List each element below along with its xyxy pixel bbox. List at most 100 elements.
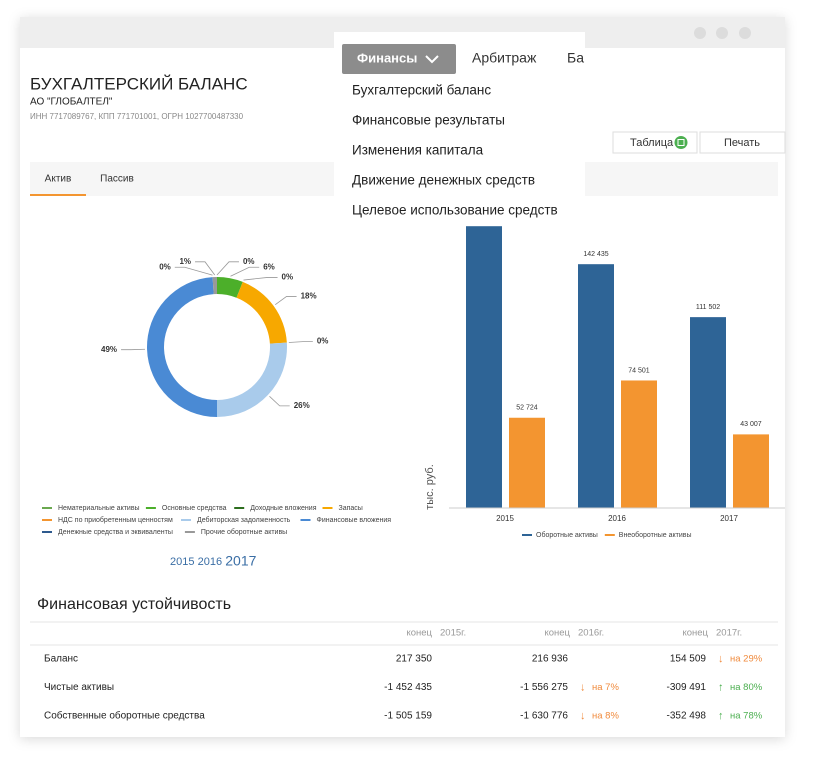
cell-value: -1 505 159 bbox=[384, 711, 432, 722]
row-label: Собственные оборотные средства bbox=[44, 710, 205, 722]
slice-label: 6% bbox=[263, 262, 275, 271]
donut-slice bbox=[217, 342, 287, 417]
slice-label: 0% bbox=[159, 262, 171, 271]
window-dot[interactable] bbox=[739, 27, 751, 39]
trend-arrow: ↑ bbox=[718, 710, 724, 722]
column-word: конец bbox=[406, 628, 432, 639]
value-label: 43 007 bbox=[740, 421, 762, 428]
window-dot[interactable] bbox=[716, 27, 728, 39]
trend-change: на 29% bbox=[730, 654, 763, 665]
trend-arrow: ↑ bbox=[718, 681, 724, 693]
legend-label: Дебиторская задолженность bbox=[197, 516, 291, 524]
button-label: Таблица bbox=[630, 137, 674, 149]
tab[interactable]: Пассив bbox=[100, 174, 134, 185]
legend-label: Запасы bbox=[339, 505, 363, 512]
company: АО "ГЛОБАЛТЕЛ" bbox=[30, 97, 113, 108]
cell-value: 216 936 bbox=[532, 654, 569, 665]
trend-change: на 8% bbox=[592, 711, 619, 722]
cell-value: -1 630 776 bbox=[520, 711, 568, 722]
slice-label: 49% bbox=[101, 345, 117, 354]
cell-value: 217 350 bbox=[396, 654, 433, 665]
trend-change: на 7% bbox=[592, 682, 619, 693]
tab-underline bbox=[30, 194, 86, 196]
bar bbox=[466, 226, 502, 508]
column-year: 2017г. bbox=[716, 628, 742, 639]
slice-label: 26% bbox=[294, 401, 310, 410]
label-leader bbox=[243, 277, 278, 281]
cell-value: 154 509 bbox=[670, 654, 707, 665]
bar bbox=[509, 417, 545, 508]
x-tick-label: 2017 bbox=[720, 514, 738, 523]
column-year: 2016г. bbox=[578, 628, 604, 639]
legend-label: Нематериальные активы bbox=[58, 505, 140, 512]
slice-label: 0% bbox=[282, 273, 294, 282]
cell-value: -352 498 bbox=[667, 711, 707, 722]
table-title: Финансовая устойчивость bbox=[37, 596, 231, 613]
trend-change: на 78% bbox=[730, 711, 763, 722]
value-label: 74 501 bbox=[628, 367, 650, 374]
cell-value: -309 491 bbox=[667, 682, 707, 693]
legend-label: Денежные средства и эквиваленты bbox=[58, 529, 173, 536]
legend-label: Основные средства bbox=[162, 505, 227, 512]
table-button[interactable] bbox=[612, 131, 698, 154]
slice-label: 1% bbox=[179, 257, 191, 266]
legend-label: Оборотные активы bbox=[536, 531, 598, 539]
page-title: БУХГАЛТЕРСКИЙ БАЛАНС bbox=[30, 74, 248, 93]
donut-slice bbox=[217, 277, 243, 298]
legend-label: НДС по приобретенным ценностям bbox=[58, 516, 173, 524]
menu-item[interactable]: Изменения капитала bbox=[352, 143, 484, 158]
year-link[interactable]: 2016 bbox=[198, 556, 222, 568]
menu-item[interactable]: Движение денежных средств bbox=[352, 173, 535, 188]
trend-arrow: ↓ bbox=[580, 710, 586, 722]
company-ids: ИНН 7717089767, КПП 771701001, ОГРН 1027… bbox=[30, 112, 244, 121]
nav-item[interactable]: Ба bbox=[567, 50, 584, 66]
column-word: конец bbox=[682, 628, 708, 639]
print-button[interactable] bbox=[699, 131, 786, 154]
slice-label: 0% bbox=[317, 337, 329, 346]
x-tick-label: 2016 bbox=[608, 514, 626, 523]
trend-arrow: ↓ bbox=[580, 681, 586, 693]
label-leader bbox=[195, 261, 216, 276]
nav-active[interactable] bbox=[342, 44, 456, 74]
donut-slice bbox=[212, 277, 217, 295]
legend-label: Доходные вложения bbox=[250, 505, 317, 512]
row-label: Баланс bbox=[44, 654, 78, 665]
label-leader bbox=[275, 296, 297, 306]
nav-item: Финансы bbox=[357, 50, 417, 65]
label-leader bbox=[288, 341, 313, 343]
nav-item[interactable]: Арбитраж bbox=[472, 50, 537, 66]
value-label: 111 502 bbox=[696, 304, 720, 311]
legend-label: Финансовые вложения bbox=[317, 517, 392, 524]
button-label: Печать bbox=[724, 137, 760, 149]
bar bbox=[621, 380, 657, 508]
cell-value: -1 556 275 bbox=[520, 682, 568, 693]
bar bbox=[578, 264, 614, 508]
bar bbox=[733, 434, 769, 508]
donut-slice bbox=[146, 277, 217, 417]
year-link[interactable]: 2015 bbox=[170, 556, 194, 568]
label-leader bbox=[269, 395, 290, 407]
trend-change: на 80% bbox=[730, 682, 763, 693]
table-icon bbox=[674, 136, 688, 149]
label-leader bbox=[230, 266, 260, 277]
chevron bbox=[425, 55, 439, 64]
row-label: Чистые активы bbox=[44, 682, 114, 693]
trend-arrow: ↓ bbox=[718, 653, 724, 665]
value-label: 52 724 bbox=[516, 405, 538, 412]
label-leader bbox=[174, 266, 213, 276]
year-link[interactable]: 2017 bbox=[225, 553, 256, 569]
column-word: конец bbox=[544, 628, 570, 639]
legend-label: Прочие оборотные активы bbox=[201, 528, 287, 536]
menu-item[interactable]: Целевое использование средств bbox=[352, 203, 558, 218]
menu-item[interactable]: Финансовые результаты bbox=[352, 113, 505, 128]
tab[interactable]: Актив bbox=[45, 174, 72, 185]
slice-label: 0% bbox=[243, 257, 255, 266]
label-leader bbox=[216, 261, 239, 276]
menu-item[interactable]: Бухгалтерский баланс bbox=[352, 83, 491, 98]
window-dot[interactable] bbox=[694, 27, 706, 39]
y-axis-label: тыс. руб. bbox=[424, 464, 436, 510]
value-label: 142 435 bbox=[583, 251, 608, 258]
x-tick-label: 2015 bbox=[496, 514, 514, 523]
